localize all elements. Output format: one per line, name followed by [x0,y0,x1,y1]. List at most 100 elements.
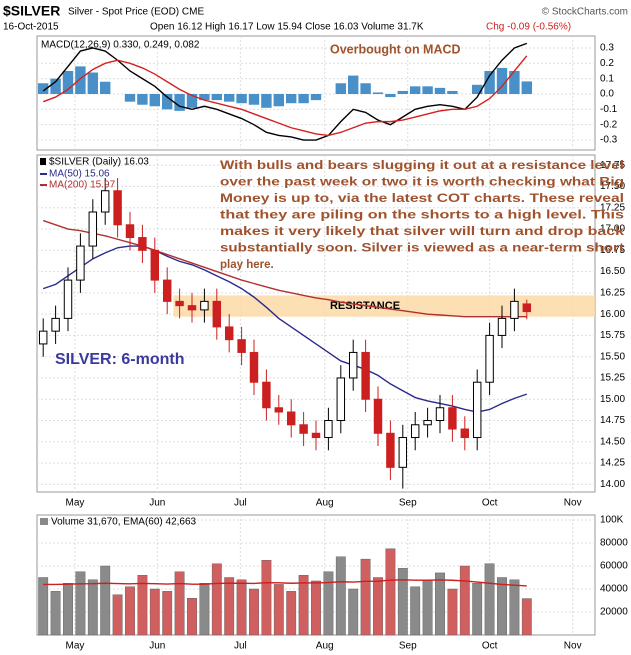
histogram-bar [409,86,421,94]
histogram-bar [385,93,396,98]
legend: MACD(12,26,9) 0.330, 0.249, 0.082 [41,40,200,51]
volume-bar [397,568,408,636]
candle-body [311,432,321,439]
moving-average [42,245,528,413]
price-change: Chg -0.09 (-0.56%) [486,22,571,33]
volume-bar [149,588,160,636]
histogram-bar [298,93,309,104]
y-tick-label: 14.00 [600,479,625,490]
candle-body [51,317,60,332]
x-tick-label: Sep [399,641,417,652]
y-tick-label: 80000 [600,538,628,549]
legend-entry: MA(50) 15.06 [49,169,110,180]
volume-bar [323,571,334,636]
candle-body [324,420,333,439]
annotation-line: over the past week or two it is worth ch… [220,177,624,189]
x-tick-label: May [65,641,84,652]
instrument-name: Silver - Spot Price (EOD) CME [68,7,204,18]
legend: $SILVER (Daily) 16.03 [49,157,149,168]
x-tick-label: Jul [234,498,247,509]
y-tick-label: 15.75 [600,330,625,341]
annotation-line: With bulls and bears slugging it out at … [220,160,624,172]
candle-body [249,351,259,383]
histogram-bar [447,90,458,94]
histogram-bar [223,93,235,102]
candle-body [361,351,370,400]
annotation-line: that they are piling on the shorts to a … [220,210,624,222]
candle-body [410,424,420,439]
histogram-bar [149,93,161,107]
volume-bar [38,577,49,636]
resistance-band [173,295,595,317]
volume-bar [484,563,495,636]
candle-body [497,317,507,336]
volume-bar [410,586,421,636]
x-tick-label: Nov [564,641,582,652]
y-tick-label: 20000 [600,607,628,618]
volume-bar [187,598,197,636]
volume-bar [199,583,210,636]
candle-body [336,377,346,422]
volume-bar [63,583,73,636]
volume-bar [261,560,272,636]
volume-bar [298,575,309,636]
histogram-bar [335,83,347,94]
volume-bar [435,572,445,636]
histogram-bar [347,75,359,94]
histogram-bar [137,93,148,105]
annotation-line: substantially soon. Silver is viewed as … [220,243,624,255]
x-tick-label: Oct [482,498,498,509]
y-tick-label: -0.1 [600,104,618,115]
candle-body [162,279,172,302]
volume-bar [509,579,520,636]
histogram-bar [37,83,49,94]
legend-entry: MA(200) 15.97 [49,180,116,191]
histogram-bar [248,93,260,105]
histogram-bar [186,93,198,108]
candle-body [522,303,532,313]
candle-body [150,249,160,281]
volume-bar [87,579,98,636]
y-tick-label: 15.50 [600,351,625,362]
candle-body [76,245,85,281]
y-tick-label: -0.2 [600,119,618,130]
histogram-bar [521,81,533,94]
ema-line [43,579,527,587]
y-tick-label: 17.25 [600,202,625,213]
candle-body [423,420,432,426]
y-tick-label: 0.2 [600,58,614,69]
volume-bar [249,588,259,636]
candle-body [125,224,135,239]
moving-average [42,219,527,318]
histogram-bar [199,93,210,101]
volume-bar [497,577,507,636]
histogram-bar [496,67,508,94]
volume-bar [100,565,111,636]
y-tick-label: 0.1 [600,73,614,84]
candle-body [435,407,445,422]
candle-body [510,300,519,319]
candle-body [100,190,110,213]
histogram-bar [273,93,285,107]
y-tick-label: 0.3 [600,43,614,54]
y-tick-label: 14.50 [600,436,625,447]
histogram-bar [50,78,61,94]
date: 16-Oct-2015 [3,22,59,33]
volume-bar [311,580,321,636]
histogram-bar [161,93,173,110]
volume-bar [286,591,297,636]
candle-body [262,381,271,409]
histogram-bar [484,70,495,94]
candle-body [88,211,98,247]
histogram-bar [261,93,272,108]
x-tick-label: Sep [399,498,417,509]
annotation-line: Money is up to, via the latest COT chart… [220,193,624,205]
candle-body [448,407,457,430]
histogram-bar [310,93,322,101]
candle-body [472,381,482,439]
volume-bar [75,571,86,636]
histogram-bar [62,70,74,94]
y-tick-label: 40000 [600,584,628,595]
volume-bar [373,577,383,636]
